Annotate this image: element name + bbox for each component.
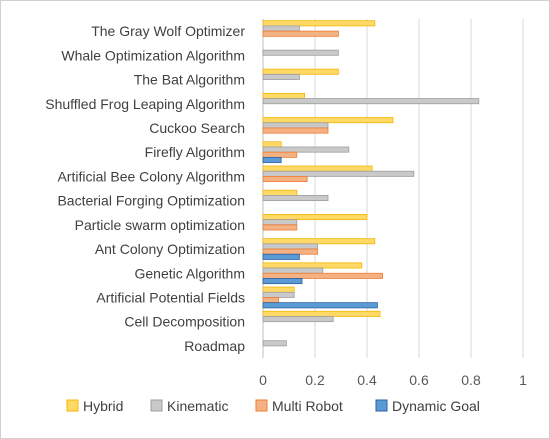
- bar-hybrid: [262, 165, 373, 172]
- x-tick-label: 0.8: [461, 372, 481, 388]
- legend-swatch-kinematic: [150, 399, 163, 412]
- bar-kinematic: [262, 243, 318, 250]
- bar-multi-robot: [262, 30, 339, 37]
- x-tick-label: 0.2: [305, 372, 325, 388]
- legend: Hybrid Kinematic Multi Robot Dynamic Goal: [66, 398, 480, 414]
- legend-swatch-dynamic-goal: [375, 399, 388, 412]
- category-label: The Bat Algorithm: [134, 72, 245, 88]
- legend-label: Dynamic Goal: [392, 398, 480, 414]
- bar-kinematic: [262, 267, 324, 274]
- bar-hybrid: [262, 117, 394, 124]
- category-label: Roadmap: [184, 338, 245, 354]
- category-label: Ant Colony Optimization: [95, 241, 245, 257]
- x-tick-label: 0.6: [409, 372, 429, 388]
- bar-hybrid: [262, 20, 376, 27]
- bar-kinematic: [262, 49, 339, 56]
- bar-multi-robot: [262, 151, 298, 158]
- legend-swatch-hybrid: [66, 399, 79, 412]
- x-tick-label: 1: [519, 372, 527, 388]
- bar-multi-robot: [262, 248, 318, 255]
- bar-hybrid: [262, 238, 376, 245]
- bar-hybrid: [262, 286, 295, 293]
- x-tick-label: 0.4: [357, 372, 377, 388]
- category-label: Artificial Bee Colony Algorithm: [57, 168, 245, 184]
- bar-dynamic-goal: [262, 302, 378, 309]
- bar-dynamic-goal: [262, 253, 300, 260]
- bars: [262, 20, 480, 347]
- bar-kinematic: [262, 291, 295, 298]
- category-label: Whale Optimization Algorithm: [61, 47, 245, 63]
- bar-kinematic: [262, 146, 350, 153]
- category-label: The Gray Wolf Optimizer: [91, 23, 245, 39]
- category-label: Cell Decomposition: [124, 314, 245, 330]
- bar-multi-robot: [262, 127, 329, 134]
- bar-hybrid: [262, 262, 363, 269]
- category-label: Genetic Algorithm: [135, 265, 246, 281]
- bar-kinematic: [262, 219, 298, 226]
- bar-multi-robot: [262, 297, 280, 304]
- category-label: Particle swarm optimization: [75, 217, 245, 233]
- legend-label: Hybrid: [83, 398, 123, 414]
- bar-hybrid: [262, 214, 368, 221]
- bar-kinematic: [262, 170, 415, 177]
- legend-label: Kinematic: [167, 398, 228, 414]
- category-label: Shuffled Frog Leaping Algorithm: [45, 96, 245, 112]
- bar-kinematic: [262, 316, 334, 323]
- legend-swatch-multi-robot: [255, 399, 268, 412]
- bar-multi-robot: [262, 272, 383, 279]
- bar-multi-robot: [262, 224, 298, 231]
- category-label: Bacterial Forging Optimization: [57, 193, 245, 209]
- bar-kinematic: [262, 340, 287, 347]
- x-tick-labels: 0 0.2 0.4 0.6 0.8 1: [259, 372, 527, 388]
- bar-dynamic-goal: [262, 278, 303, 285]
- bar-multi-robot: [262, 175, 308, 182]
- category-label: Artificial Potential Fields: [96, 289, 245, 305]
- legend-label: Multi Robot: [272, 398, 343, 414]
- bar-hybrid: [262, 310, 381, 317]
- bar-kinematic: [262, 25, 300, 32]
- category-labels: The Gray Wolf Optimizer Whale Optimizatio…: [45, 23, 245, 354]
- bar-hybrid: [262, 92, 305, 99]
- bar-hybrid: [262, 141, 282, 148]
- bar-kinematic: [262, 122, 329, 129]
- category-label: Firefly Algorithm: [145, 144, 245, 160]
- bar-kinematic: [262, 195, 329, 202]
- x-tick-label: 0: [259, 372, 267, 388]
- bar-hybrid: [262, 189, 298, 196]
- bar-dynamic-goal: [262, 156, 282, 163]
- bar-hybrid: [262, 68, 339, 75]
- category-label: Cuckoo Search: [149, 120, 245, 136]
- bar-kinematic: [262, 98, 480, 105]
- bar-kinematic: [262, 73, 300, 80]
